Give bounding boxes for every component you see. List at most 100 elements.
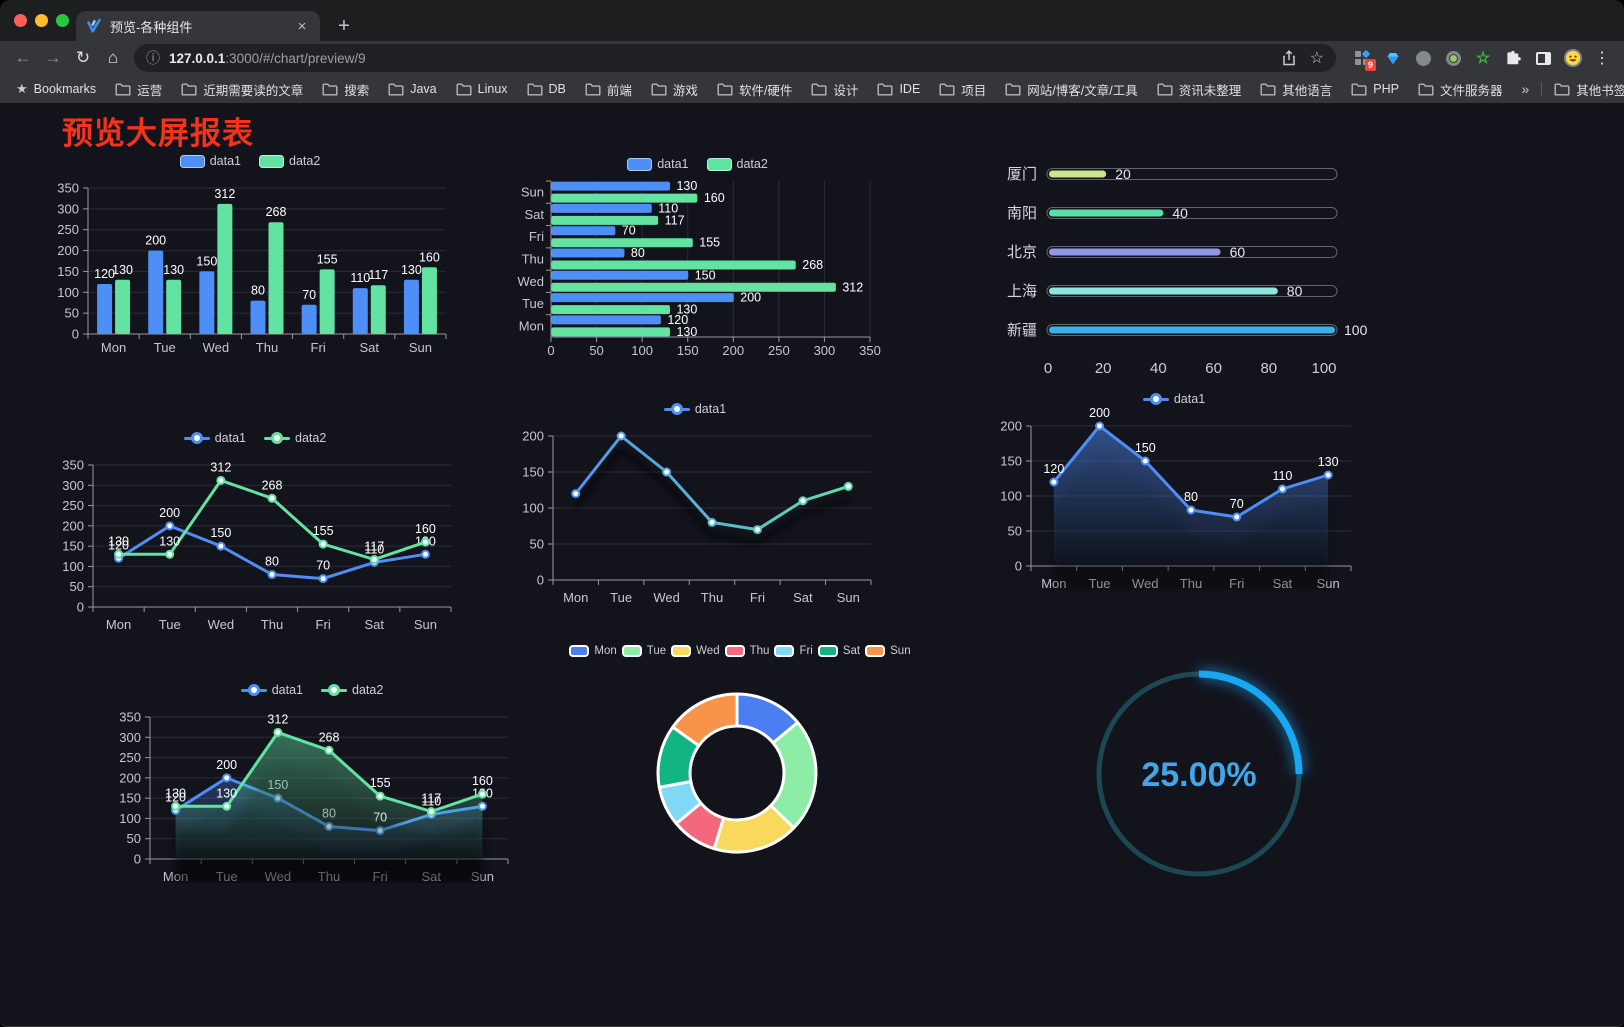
svg-text:100: 100 [62,559,84,574]
svg-text:130: 130 [676,303,697,317]
bookmark-folder[interactable]: Java [388,82,437,96]
bookmark-star-icon[interactable]: ☆ [1309,50,1324,67]
bookmarks-overflow-chevron[interactable]: » [1521,81,1530,97]
svg-text:150: 150 [1135,441,1156,455]
minimize-button[interactable] [35,14,48,27]
legend-swatch [621,645,642,657]
profile-avatar[interactable] [1564,49,1582,67]
legend-label: Fri [799,645,813,657]
gauge-chart[interactable]: 25.00% [1059,631,1344,923]
bookmark-folder[interactable]: 搜索 [322,80,369,99]
bookmark-folder[interactable]: 运营 [115,80,162,99]
svg-text:130: 130 [1318,455,1339,469]
home-button[interactable]: ⌂ [107,48,119,67]
svg-text:0: 0 [134,852,141,867]
bookmark-folder[interactable]: Linux [456,82,508,96]
legend-item[interactable]: data1 [627,157,689,171]
svg-text:350: 350 [57,181,79,196]
area-line-chart-two-series[interactable]: data1 data2 0 50 100 150 200 250 300 350 Mon Tue Wed… [102,677,522,889]
forward-button[interactable]: → [44,48,62,67]
legend-item[interactable]: data2 [264,431,326,445]
tab-close-icon[interactable]: × [297,17,307,35]
legend-item[interactable]: Fri [774,645,813,657]
bookmark-folder[interactable]: IDE [877,82,920,96]
svg-text:150: 150 [522,465,544,480]
legend-label: data2 [736,157,768,171]
legend-item[interactable]: data2 [706,157,768,171]
bookmark-folder[interactable]: 网站/博客/文章/工具 [1005,80,1138,99]
chart-canvas: 25.00% [1096,667,1306,877]
legend-item[interactable]: Sat [817,645,860,657]
side-panel-icon[interactable] [1534,49,1552,67]
legend-item[interactable]: data1 [1142,392,1205,406]
share-icon[interactable] [1282,50,1296,66]
site-info-icon[interactable]: ⓘ [146,50,160,66]
url-bar[interactable]: ⓘ 127.0.0.1 :3000/#/chart/preview/9 ☆ [134,44,1336,72]
zoom-button[interactable] [56,14,69,27]
browser-menu-icon[interactable]: ⋮ [1594,50,1610,67]
svg-text:150: 150 [210,526,231,540]
legend-item[interactable]: data1 [179,154,241,168]
bookmark-folder[interactable]: DB [527,82,566,96]
svg-text:0: 0 [537,573,544,588]
new-tab-button[interactable]: + [338,14,350,37]
bookmarks-manager-item[interactable]: ★ Bookmarks [16,81,96,97]
legend-item[interactable]: data1 [240,683,303,697]
legend-item[interactable]: Mon [569,645,617,657]
svg-text:70: 70 [302,288,316,302]
gradient-line-chart[interactable]: data1 0 50 100 150 200 Mon Tue Wed Thu Fri Sat Sun [505,396,885,610]
bookmark-folder[interactable]: 近期需要读的文章 [181,80,303,99]
svg-text:100: 100 [57,285,79,300]
legend-item[interactable]: data2 [321,683,383,697]
svg-text:80: 80 [631,246,645,260]
reload-button[interactable]: ↻ [75,48,91,67]
bookmark-folder[interactable]: 前端 [585,80,632,99]
bookmark-folder-label: 文件服务器 [1439,83,1503,98]
bookmark-folder[interactable]: 其他语言 [1260,80,1332,99]
bookmark-folder[interactable]: 游戏 [651,80,698,99]
progress-bar-chart[interactable]: 厦门 20 南阳 40 北京 60 上海 80 新疆 100 0 20 40 60 80 100 [985,155,1380,383]
svg-text:150: 150 [119,791,141,806]
bookmark-folder[interactable]: 资讯未整理 [1157,80,1241,99]
extension-blocks-icon[interactable]: 9 [1354,49,1376,71]
svg-text:0: 0 [72,327,79,342]
extensions-puzzle-icon[interactable] [1504,49,1522,67]
area-line-chart[interactable]: data1 0 50 100 150 200 Mon Tue Wed Thu Fri Sat Sun 12… [983,386,1365,596]
bookmark-folder-label: Linux [477,82,508,96]
extension-star-icon[interactable]: ☆ [1475,50,1491,67]
page-content: 预览大屏报表 data1 data2 0 50 100 150 200 250 300 350 Mo… [0,103,1624,1025]
extension-record-icon[interactable] [1444,49,1462,67]
svg-text:厦门: 厦门 [1007,166,1037,183]
svg-text:Thu: Thu [256,340,278,355]
extension-gem-icon[interactable] [1384,49,1402,67]
browser-tab[interactable]: 预览-各种组件 × [76,11,320,41]
legend-item[interactable]: Thu [724,645,769,657]
bookmark-folder[interactable]: PHP [1351,82,1399,96]
legend-item[interactable]: Tue [621,645,666,657]
bookmark-folder[interactable]: 项目 [939,80,986,99]
donut-chart[interactable]: Mon Tue Wed Thu Fri Sat Sun [550,639,930,869]
horizontal-bar-chart[interactable]: data1 data2 0 50 100 150 200 250 300 350 Sun 130 160… [505,151,890,363]
extension-circle-icon[interactable] [1414,49,1432,67]
legend-item[interactable]: data2 [259,154,320,168]
svg-text:北京: 北京 [1007,244,1037,261]
legend-item[interactable]: Wed [671,645,720,657]
legend-swatch [183,432,210,444]
bookmark-folder[interactable]: 设计 [811,80,858,99]
svg-text:312: 312 [214,187,235,201]
bookmark-folder[interactable]: 软件/硬件 [717,80,792,99]
bookmark-folder[interactable]: 文件服务器 [1418,80,1503,99]
legend-item[interactable]: data1 [183,431,246,445]
svg-text:120: 120 [667,313,688,327]
other-bookmarks-item[interactable]: 其他书签 [1554,80,1624,99]
grouped-bar-chart[interactable]: data1 data2 0 50 100 150 200 250 300 350 Mon Tue Wed… [40,148,460,360]
svg-text:150: 150 [695,268,716,282]
close-button[interactable] [14,14,27,27]
svg-text:117: 117 [665,213,685,227]
line-chart-two-series[interactable]: data1 data2 0 50 100 150 200 250 300 350 Mon Tue Wed… [45,425,465,637]
legend-item[interactable]: data1 [663,402,726,416]
svg-text:200: 200 [722,343,744,358]
back-button[interactable]: ← [14,48,32,67]
legend-item[interactable]: Sun [865,645,911,657]
